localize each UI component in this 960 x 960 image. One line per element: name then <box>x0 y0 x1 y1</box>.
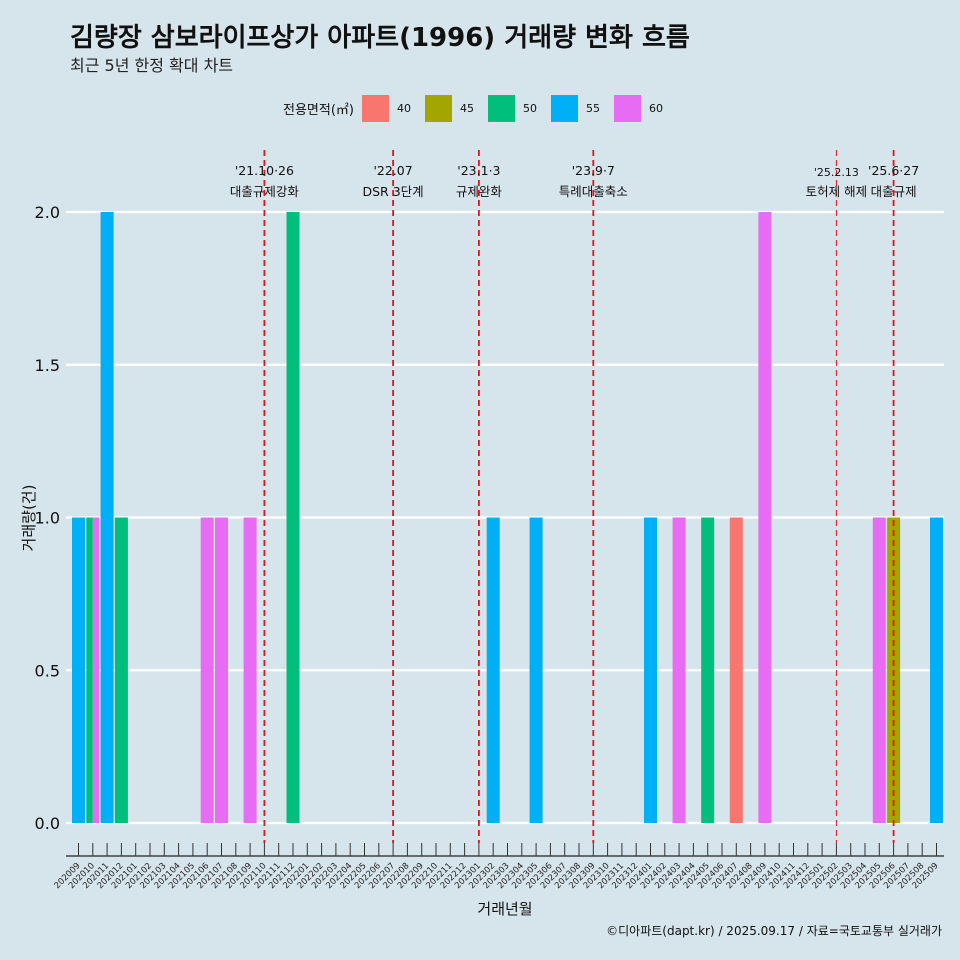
legend-item-60: 60 <box>613 94 669 122</box>
event-date-label: '25.6·27 <box>868 163 919 178</box>
legend-label-55: 55 <box>585 101 600 115</box>
legend-item-55: 55 <box>550 94 606 122</box>
legend-label-45: 45 <box>459 101 474 115</box>
y-tick-label: 0.0 <box>35 814 60 833</box>
bar <box>486 517 500 823</box>
bar <box>200 517 214 823</box>
event-label: 대출규제 <box>871 184 917 199</box>
y-axis-title: 거래량(건) <box>20 485 38 552</box>
bar <box>872 517 886 823</box>
legend: 전용면적(㎡) 40 45 50 55 60 <box>0 92 960 124</box>
legend-swatch-50 <box>487 94 515 122</box>
bar <box>86 517 93 823</box>
event-date-label: '23.9·7 <box>572 163 615 178</box>
bar <box>114 517 128 823</box>
legend-item-45: 45 <box>424 94 480 122</box>
bar <box>529 517 543 823</box>
event-date-label: '22.07 <box>373 163 412 178</box>
caption: ©디아파트(dapt.kr) / 2025.09.17 / 자료=국토교통부 실… <box>606 924 942 938</box>
legend-title: 전용면적(㎡) <box>283 102 354 118</box>
chart-title: 김량장 삼보라이프상가 아파트(1996) 거래량 변화 흐름 <box>70 23 690 53</box>
bar <box>243 517 257 823</box>
y-tick-label: 2.0 <box>35 203 60 222</box>
event-label: 대출규제강화 <box>230 184 300 199</box>
event-date-label: '25.2.13 <box>814 166 859 179</box>
y-tick-label: 0.5 <box>35 661 60 680</box>
event-date-label: '23.1·3 <box>457 163 500 178</box>
event-label: DSR 3단계 <box>363 184 424 199</box>
bar <box>92 517 100 823</box>
bar <box>286 212 300 823</box>
bar <box>644 517 657 823</box>
legend-item-40: 40 <box>361 94 417 122</box>
legend-label-60: 60 <box>648 101 663 115</box>
event-label: 토허제 해제 <box>806 184 867 199</box>
bar <box>672 517 686 823</box>
legend-item-50: 50 <box>487 94 543 122</box>
bar <box>72 517 85 823</box>
bar <box>701 517 715 823</box>
legend-label-50: 50 <box>522 101 537 115</box>
chart-subtitle: 최근 5년 한정 확대 차트 <box>70 56 234 75</box>
legend-swatch-40 <box>361 94 389 122</box>
y-tick-label: 1.5 <box>35 356 60 375</box>
bar <box>100 212 114 823</box>
legend-label-40: 40 <box>396 101 411 115</box>
y-tick-label: 1.0 <box>35 509 60 528</box>
legend-swatch-60 <box>613 94 641 122</box>
event-label: 규제완화 <box>456 184 503 199</box>
legend-swatch-55 <box>550 94 578 122</box>
event-label: 특례대출축소 <box>559 184 628 199</box>
bar <box>215 517 228 823</box>
legend-swatch-45 <box>424 94 452 122</box>
event-date-label: '21.10·26 <box>235 163 294 178</box>
bar <box>930 517 943 823</box>
bar <box>729 517 743 823</box>
bar <box>758 212 772 823</box>
x-axis-title: 거래년월 <box>477 900 532 918</box>
